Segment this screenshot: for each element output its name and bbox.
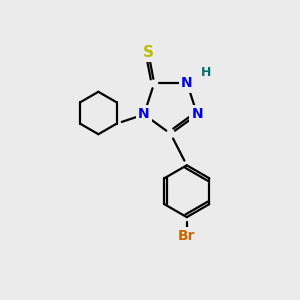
Text: N: N <box>181 76 193 90</box>
Text: H: H <box>201 66 211 80</box>
Text: Br: Br <box>178 229 196 243</box>
Text: S: S <box>143 45 154 60</box>
Text: N: N <box>138 107 150 122</box>
Text: N: N <box>191 107 203 122</box>
